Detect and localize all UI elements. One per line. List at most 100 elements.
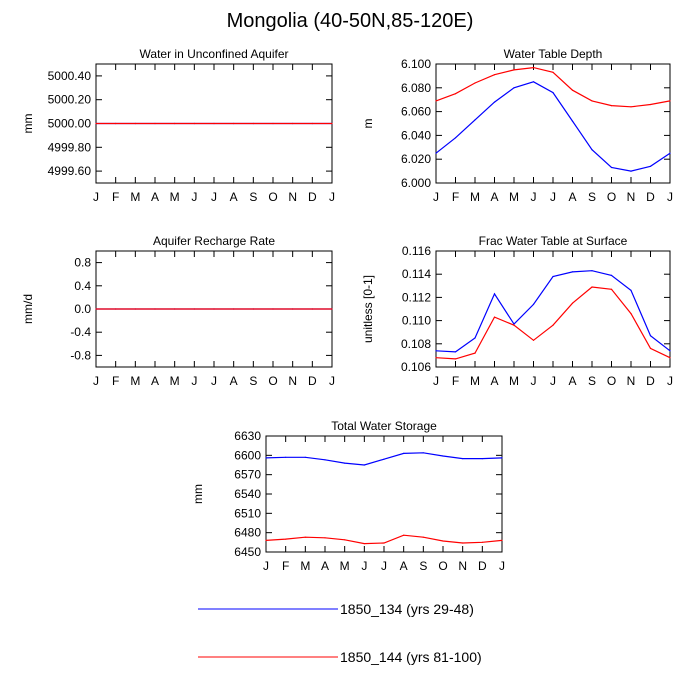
series-1-point	[513, 87, 515, 89]
series-2-point	[513, 69, 515, 71]
series-2-point	[435, 100, 437, 102]
chart-title: Frac Water Table at Surface	[479, 234, 628, 248]
x-tick-label: A	[490, 374, 498, 388]
series-1-point	[422, 452, 424, 454]
x-tick-label: M	[509, 190, 519, 204]
plot-frame	[265, 435, 503, 553]
series-1-point	[265, 457, 267, 459]
x-tick-label: M	[130, 190, 140, 204]
series-1-point	[630, 289, 632, 291]
y-tick-label: 0.8	[74, 256, 91, 270]
series-2-point	[571, 302, 574, 304]
x-tick-label: F	[452, 374, 459, 388]
y-tick-label: 6.080	[401, 81, 431, 95]
series-2-point	[285, 538, 287, 540]
series-line-2	[435, 66, 671, 108]
series-2-point	[292, 122, 294, 125]
x-tick-label: S	[588, 190, 596, 204]
series-2-point	[462, 542, 464, 544]
y-tick-label: 0.110	[402, 314, 431, 328]
series-2-point	[174, 308, 176, 310]
series-2-point	[630, 313, 632, 315]
x-tick-label: M	[170, 190, 180, 204]
series-2-point	[610, 288, 613, 290]
series-2-point	[630, 106, 632, 108]
series-1-point	[513, 323, 515, 325]
series-2-point	[331, 122, 333, 125]
y-axis-label: mm	[191, 484, 205, 504]
x-tick-label: S	[249, 190, 257, 204]
x-tick-label: J	[93, 190, 99, 204]
x-tick-label: D	[478, 559, 487, 573]
series-line-1	[435, 81, 671, 172]
y-tick-label: 6450	[234, 545, 261, 559]
y-tick-label: 6.000	[401, 176, 431, 190]
series-2-point	[265, 539, 267, 542]
series-2-point	[422, 536, 424, 538]
series-2-point	[442, 540, 444, 542]
series-2-point	[252, 122, 254, 125]
series-2-point	[403, 534, 405, 536]
series-2-point	[344, 539, 346, 541]
x-tick-label: S	[249, 374, 257, 388]
series-2-point	[532, 339, 535, 341]
series-2-point	[532, 67, 535, 69]
series-1-point	[435, 350, 437, 352]
x-tick-label: F	[282, 559, 289, 573]
plot-frame	[435, 250, 671, 368]
series-2-point	[474, 352, 476, 354]
series-1-point	[669, 350, 671, 352]
series-1-point	[481, 458, 483, 460]
series-1-point	[493, 101, 496, 103]
series-1-point	[591, 270, 593, 272]
x-tick-label: J	[531, 374, 537, 388]
series-1-point	[474, 337, 476, 339]
y-tick-label: 6510	[234, 506, 261, 520]
series-2-point	[435, 357, 437, 359]
x-tick-label: D	[308, 374, 317, 388]
series-line-2	[435, 286, 671, 360]
series-2-point	[649, 103, 652, 106]
series-2-point	[95, 122, 97, 125]
x-tick-label: N	[288, 190, 297, 204]
x-tick-label: A	[230, 374, 238, 388]
x-tick-label: O	[268, 190, 277, 204]
x-tick-label: J	[433, 374, 439, 388]
y-tick-label: 6540	[234, 487, 261, 501]
series-2-point	[154, 122, 156, 125]
x-tick-label: F	[452, 190, 459, 204]
chart-title: Water in Unconfined Aquifer	[140, 47, 289, 61]
x-tick-label: F	[112, 190, 119, 204]
series-1-point	[363, 464, 365, 466]
series-2-point	[193, 308, 195, 310]
x-tick-label: A	[321, 559, 329, 573]
y-tick-label: 0.114	[402, 267, 431, 281]
x-tick-label: J	[550, 190, 556, 204]
series-2-point	[493, 316, 496, 318]
series-1-point	[474, 119, 476, 121]
y-tick-label: 0.116	[402, 244, 431, 258]
series-2-point	[115, 308, 117, 310]
x-tick-label: J	[191, 190, 197, 204]
series-2-point	[493, 74, 496, 76]
series-2-point	[610, 105, 613, 107]
y-tick-label: 0.112	[402, 290, 431, 304]
series-2-point	[134, 308, 136, 310]
chart-panel-4: Frac Water Table at Surface unitless [0-1…	[361, 234, 673, 388]
x-tick-label: O	[607, 374, 616, 388]
x-tick-label: J	[531, 190, 537, 204]
series-2-point	[213, 122, 215, 125]
series-1-point	[591, 149, 593, 151]
x-tick-label: J	[499, 559, 505, 573]
y-tick-label: 6.020	[401, 152, 431, 166]
series-1-point	[552, 92, 554, 94]
legend-label-2: 1850_144 (yrs 81-100)	[340, 649, 482, 665]
series-1-point	[493, 293, 496, 295]
y-tick-label: 6570	[234, 468, 261, 482]
y-tick-label: 5000.00	[48, 117, 92, 131]
series-1-point	[501, 457, 503, 459]
series-1-point	[649, 335, 652, 337]
x-tick-label: S	[588, 374, 596, 388]
series-1-point	[454, 137, 457, 139]
